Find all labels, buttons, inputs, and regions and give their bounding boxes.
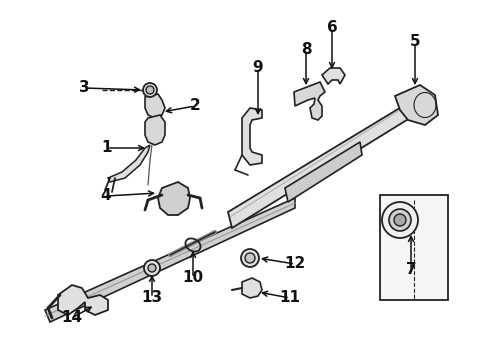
Polygon shape	[145, 94, 165, 118]
Polygon shape	[58, 285, 108, 315]
Polygon shape	[158, 182, 190, 215]
Polygon shape	[45, 198, 295, 322]
Text: 11: 11	[279, 291, 300, 306]
Polygon shape	[108, 145, 150, 182]
Text: 4: 4	[100, 189, 111, 203]
Circle shape	[241, 249, 259, 267]
Polygon shape	[145, 115, 165, 145]
Circle shape	[382, 202, 418, 238]
Polygon shape	[285, 142, 362, 202]
Text: 5: 5	[410, 35, 420, 49]
Bar	[380, 195, 448, 300]
Circle shape	[143, 83, 157, 97]
Text: 13: 13	[142, 291, 163, 306]
Circle shape	[389, 209, 411, 231]
Circle shape	[148, 264, 156, 272]
Circle shape	[245, 253, 255, 263]
Polygon shape	[395, 85, 438, 125]
Polygon shape	[322, 68, 345, 84]
Text: 7: 7	[406, 262, 416, 278]
Polygon shape	[242, 278, 262, 298]
Text: 14: 14	[61, 310, 82, 325]
Text: 3: 3	[79, 81, 89, 95]
Text: 1: 1	[102, 140, 112, 156]
Text: 12: 12	[284, 256, 306, 271]
Text: 8: 8	[301, 42, 311, 58]
Circle shape	[394, 214, 406, 226]
Circle shape	[146, 86, 154, 94]
Polygon shape	[242, 108, 262, 165]
Polygon shape	[294, 82, 325, 120]
Circle shape	[144, 260, 160, 276]
Text: 9: 9	[253, 60, 263, 76]
Polygon shape	[228, 103, 410, 228]
Text: 6: 6	[327, 21, 338, 36]
Text: 2: 2	[190, 99, 200, 113]
Text: 10: 10	[182, 270, 203, 285]
